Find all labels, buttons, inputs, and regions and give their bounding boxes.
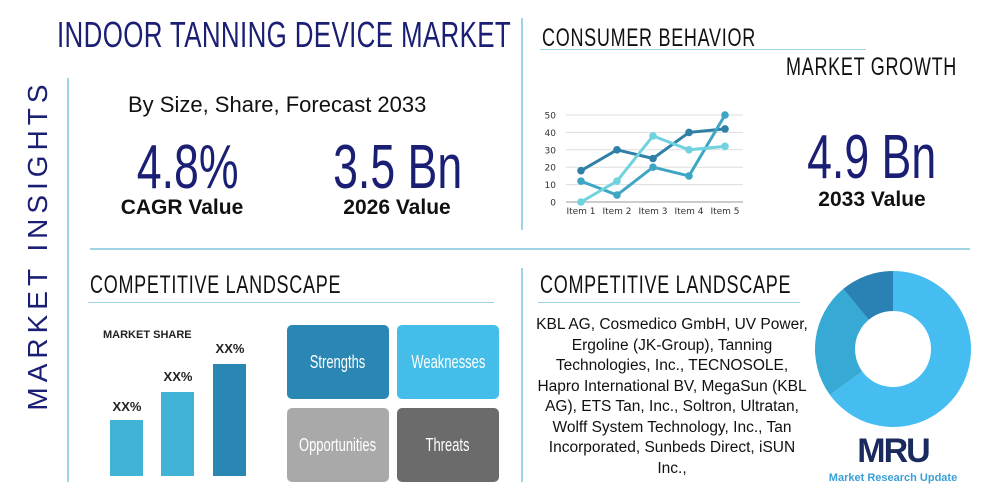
competitive-title-left: COMPETITIVE LANDSCAPE — [90, 271, 342, 299]
data-point — [721, 111, 729, 119]
bar-label: XX% — [163, 369, 193, 384]
growth-title: MARKET GROWTH — [786, 53, 958, 81]
data-point — [577, 177, 585, 185]
data-point — [613, 177, 621, 185]
share-bar — [161, 392, 194, 476]
bar-label: XX% — [215, 341, 245, 356]
competitive-title-right: COMPETITIVE LANDSCAPE — [540, 271, 792, 299]
y-tick-label: 0 — [550, 199, 556, 209]
y-tick-label: 50 — [545, 112, 557, 122]
share-bar — [110, 420, 143, 476]
subtitle: By Size, Share, Forecast 2033 — [128, 92, 427, 117]
swot-weaknesses: Weaknesses — [397, 325, 499, 399]
x-tick-label: Item 5 — [710, 207, 739, 217]
swot-opportunities: Opportunities — [287, 408, 389, 482]
y-tick-label: 10 — [545, 181, 557, 191]
data-point — [685, 172, 693, 180]
line-chart: 0 10 20 30 40 50 Item 1 Item 2 Item 3 Item 4 Item … — [545, 111, 743, 217]
x-tick-label: Item 3 — [638, 207, 667, 217]
y-tick-label: 40 — [545, 129, 557, 139]
value-2026-label: 2026 Value — [343, 196, 451, 219]
data-point — [577, 166, 585, 175]
donut-slice — [843, 271, 893, 320]
divider — [521, 18, 523, 230]
value-2033-label: 2033 Value — [818, 188, 926, 211]
logo-caption: Market Research Update — [828, 472, 958, 484]
data-point — [685, 146, 693, 154]
donut-chart — [815, 271, 971, 427]
swot-threats: Threats — [397, 408, 499, 482]
y-tick-label: 30 — [545, 146, 557, 156]
logo: MRU — [857, 432, 930, 470]
share-bar — [213, 364, 246, 476]
divider — [90, 248, 970, 250]
x-tick-label: Item 2 — [602, 207, 631, 217]
divider — [521, 268, 523, 482]
cagr-label: CAGR Value — [120, 196, 244, 219]
value-2026: 3.5 Bn — [333, 133, 463, 202]
donut-slice — [815, 288, 869, 395]
data-point — [613, 191, 621, 199]
divider — [540, 49, 866, 50]
data-point — [649, 132, 657, 140]
x-tick-label: Item 4 — [674, 207, 703, 217]
data-point — [721, 125, 729, 133]
cagr-value: 4.8% — [137, 133, 239, 202]
data-point — [577, 198, 585, 206]
swot-strengths: Strengths — [287, 325, 389, 399]
data-point — [613, 146, 621, 154]
page-title: INDOOR TANNING DEVICE MARKET — [57, 14, 512, 55]
data-point — [649, 154, 657, 163]
data-point — [685, 128, 693, 137]
market-share-label: MARKET SHARE — [103, 329, 192, 341]
data-point — [721, 142, 729, 151]
data-point — [649, 163, 657, 171]
y-tick-label: 20 — [545, 164, 557, 174]
value-2033: 4.9 Bn — [807, 123, 937, 192]
company-list: KBL AG, Cosmedico GmbH, UV Power, Ergoli… — [536, 316, 808, 477]
x-tick-label: Item 1 — [566, 207, 595, 217]
consumer-title: CONSUMER BEHAVIOR — [542, 24, 756, 52]
divider — [88, 302, 494, 303]
divider — [538, 302, 800, 303]
bar-label: XX% — [112, 399, 142, 414]
divider — [67, 78, 69, 482]
donut-slice — [829, 271, 971, 427]
